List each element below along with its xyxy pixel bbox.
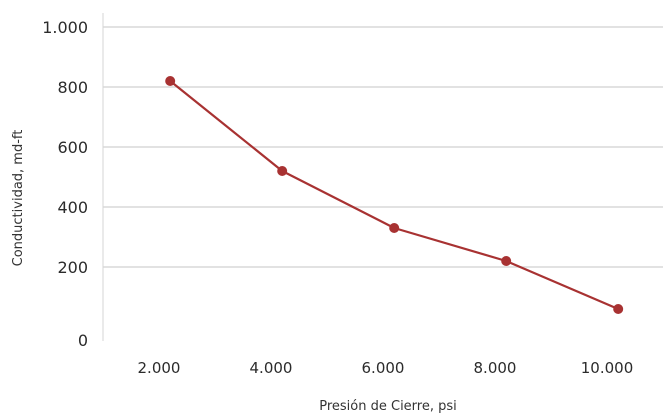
series-line: [169, 80, 619, 311]
y-axis-ticks: 0 200 400 600 800 1.000: [42, 18, 88, 350]
x-axis-ticks: 2.000 4.000 6.000 8.000 10.000: [138, 359, 634, 377]
x-tick-label: 2.000: [138, 359, 181, 377]
y-tick-label: 400: [57, 198, 88, 217]
data-point: [613, 304, 624, 314]
y-tick-label: 0: [78, 331, 88, 350]
series-layer: [165, 76, 624, 314]
data-point: [501, 256, 512, 266]
y-tick-label: 600: [57, 138, 88, 157]
data-point: [165, 76, 176, 86]
x-tick-label: 4.000: [250, 359, 293, 377]
y-axis-title: Conductividad, md-ft: [11, 130, 26, 267]
y-tick-label: 200: [57, 258, 88, 277]
x-tick-label: 10.000: [581, 359, 634, 377]
y-tick-label: 800: [57, 78, 88, 97]
x-axis-title: Presión de Cierre, psi: [319, 399, 457, 414]
y-tick-label: 1.000: [42, 18, 88, 37]
gridlines: [103, 26, 663, 268]
x-tick-label: 8.000: [474, 359, 517, 377]
data-point: [277, 166, 288, 176]
data-point: [389, 223, 400, 233]
x-tick-label: 6.000: [362, 359, 405, 377]
